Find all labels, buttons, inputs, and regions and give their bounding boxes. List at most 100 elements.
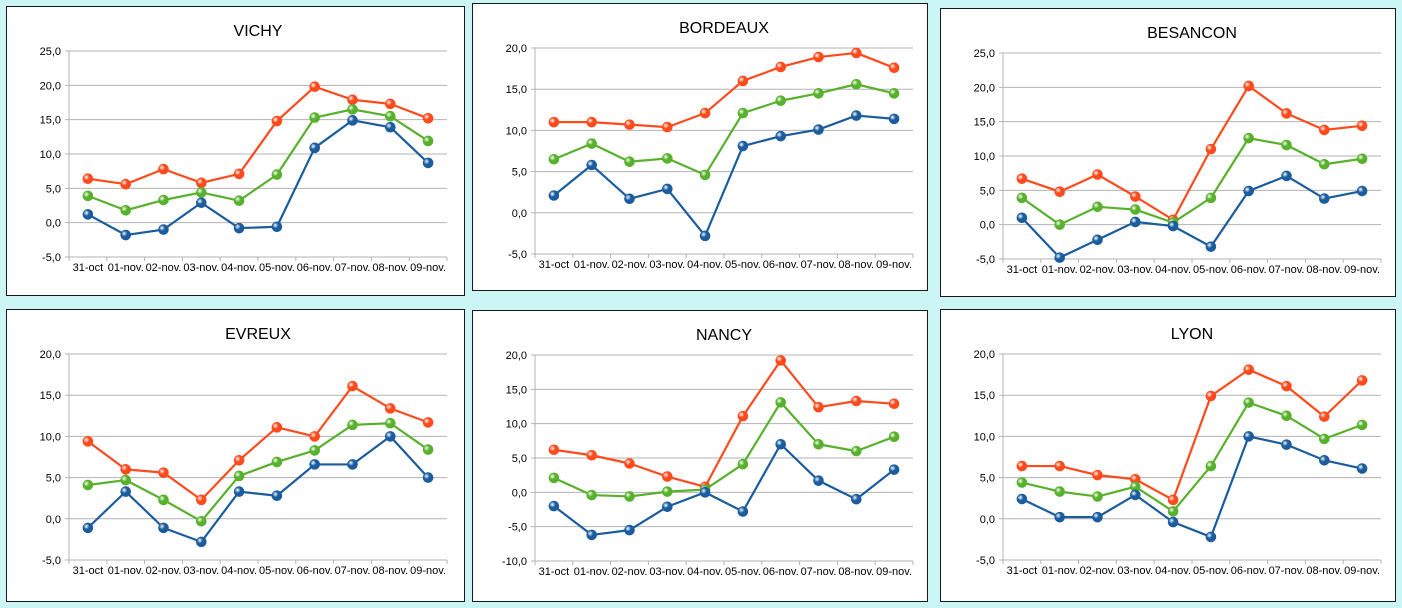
data-point-red [1092,169,1103,180]
data-point-green [158,494,169,506]
data-point-red [1167,494,1179,506]
data-point-red [233,454,245,466]
data-point-green [624,491,635,502]
x-tick-label: 04-nov. [1155,565,1191,577]
x-tick-label: 06-nov. [763,259,799,271]
data-point-red [158,163,169,175]
data-point-red [1092,469,1103,481]
data-point-red [422,417,434,428]
y-tick-label: 15,0 [506,84,527,96]
x-tick-label: 04-nov. [221,565,257,577]
x-tick-label: 03-nov. [1117,264,1153,276]
x-tick-label: 07-nov. [335,565,371,577]
y-tick-label: 25,0 [40,46,61,58]
data-point-blue [813,124,824,135]
data-point-red [271,115,283,127]
data-point-blue [548,500,560,512]
y-tick-label: 20,0 [974,349,995,361]
data-point-green [813,88,824,99]
x-tick-label: 02-nov. [612,566,648,578]
data-point-red [1205,143,1217,155]
data-point-red [548,444,560,456]
series-line-blue [553,114,895,237]
data-point-green [888,88,900,99]
y-tick-label: 20,0 [506,43,527,55]
y-tick-label: 0,0 [980,514,995,526]
y-tick-label: -5,0 [976,555,995,567]
data-point-green [1092,491,1103,502]
y-tick-label: -5,0 [42,555,61,567]
data-point-green [1092,201,1103,213]
data-point-blue [347,115,358,126]
data-point-green [586,138,597,149]
data-point-blue [699,487,711,498]
y-tick-label: 10,0 [974,151,995,163]
data-point-blue [1167,516,1179,528]
y-tick-label: 15,0 [40,390,61,402]
y-tick-label: 20,0 [506,350,527,362]
data-point-red [737,410,749,422]
x-tick-label: 31-oct [539,566,570,578]
data-point-red [775,355,787,366]
data-point-blue [271,490,283,502]
data-point-red [1205,390,1217,402]
chart-title: LYON [1171,326,1213,343]
x-tick-label: 07-nov. [1269,264,1305,276]
x-tick-label: 08-nov. [1306,565,1342,577]
data-point-green [1318,433,1330,445]
y-tick-label: 10,0 [40,149,61,161]
data-point-red [775,61,787,73]
data-point-blue [1356,185,1368,197]
data-point-green [1130,204,1141,215]
chart-panel-lyon: LYON -5,0 0,0 5,0 10,0 15,0 20,0 31-oct 01-nov. 0… [940,309,1396,602]
y-tick-label: 20,0 [40,80,61,92]
line-chart-bordeaux: BORDEAUX -5,0 0,0 5,0 10,0 15,0 20,0 31-oct 01-n… [506,20,914,271]
data-point-green [1281,139,1292,151]
data-point-green [775,397,787,408]
data-point-red [196,177,207,189]
x-tick-label: 08-nov. [372,565,408,577]
y-tick-label: -5,0 [976,254,995,266]
series-line-blue [553,443,895,537]
data-point-green [347,104,358,115]
series-line-blue [1021,435,1363,539]
data-point-green [384,110,396,122]
data-point-blue [120,486,131,497]
x-tick-label: 01-nov. [574,566,610,578]
data-point-blue [384,431,396,442]
data-point-red [309,431,321,442]
data-point-red [624,458,635,469]
x-tick-label: 06-nov. [1231,264,1267,276]
series-line-green [87,108,429,212]
x-tick-label: 07-nov. [801,566,837,578]
data-point-green [888,431,900,443]
data-point-blue [662,183,673,195]
x-tick-label: 02-nov. [1080,565,1116,577]
x-tick-label: 05-nov. [1193,565,1229,577]
data-point-blue [888,113,900,125]
data-point-green [233,470,245,482]
data-point-blue [737,506,749,517]
series-line-green [1021,401,1363,513]
data-point-green [548,153,560,165]
data-point-green [699,169,711,181]
y-tick-label: 25,0 [974,48,995,60]
y-tick-label: -5,0 [508,249,527,261]
data-point-red [1243,364,1255,375]
chart-panel-nancy: NANCY -10,0 -5,0 0,0 5,0 10,0 15,0 20,0 31-oct 01… [472,310,928,602]
data-point-blue [271,221,283,233]
x-tick-label: 01-nov. [1042,264,1078,276]
data-point-green [1016,477,1028,488]
data-point-red [850,47,862,59]
y-tick-label: 5,0 [512,453,527,465]
x-tick-label: 08-nov. [838,259,874,271]
data-point-blue [1130,489,1141,501]
x-tick-label: 02-nov. [612,259,648,271]
data-point-blue [775,438,787,450]
data-point-blue [347,459,358,470]
x-tick-label: 03-nov. [649,566,685,578]
data-point-green [1281,410,1292,422]
x-tick-label: 31-oct [1007,264,1038,276]
data-point-green [662,153,673,164]
x-tick-label: 09-nov. [1344,264,1380,276]
